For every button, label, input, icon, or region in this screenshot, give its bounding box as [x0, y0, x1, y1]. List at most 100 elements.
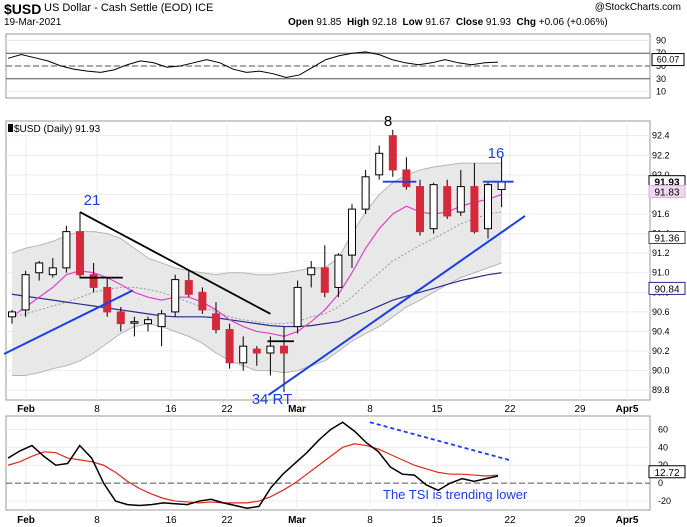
- candle-up: [130, 321, 139, 324]
- price-tick-label: 91.6: [652, 209, 670, 219]
- candle-up: [8, 311, 16, 318]
- price-value-badge: [648, 230, 686, 244]
- annotation-8: 8: [384, 113, 392, 130]
- rsi-line: [7, 51, 499, 79]
- tsi-x-tick-label: 8: [94, 515, 100, 526]
- candle-up: [171, 279, 180, 313]
- candle-down: [89, 274, 98, 288]
- candle-up: [35, 262, 44, 274]
- rsi-value-badge: [651, 53, 685, 67]
- tsi-tick-label: 40: [658, 442, 668, 452]
- bollinger-upper-line: [11, 162, 502, 276]
- candle-up: [62, 231, 71, 269]
- candle-down: [443, 186, 452, 217]
- blue-support-trendline-left: [3, 289, 134, 355]
- price-panel-title: $USD (Daily) 91.93: [14, 124, 101, 135]
- annotation-34-rt: 34 RT: [252, 391, 293, 408]
- candle-down: [416, 186, 424, 233]
- rsi-value-badge-text: 60.07: [657, 55, 680, 65]
- price-tick-label: 90.4: [652, 326, 670, 336]
- price-value-badge: [648, 281, 686, 295]
- price-tick-label: 91.2: [652, 248, 670, 258]
- price-x-tick-label: 22: [221, 404, 233, 415]
- rsi-tick-label: 10: [656, 87, 666, 97]
- price-tick-label: 90.2: [652, 346, 670, 356]
- tsi-signal-line: [7, 443, 499, 504]
- price-legend-swatch: [8, 124, 13, 132]
- tsi-tick-label: 0: [658, 478, 663, 488]
- bollinger-lower-line: [12, 262, 502, 377]
- candle-up: [307, 267, 316, 276]
- tsi-x-tick-label: 29: [574, 515, 586, 526]
- close-value: 91.93: [485, 17, 511, 28]
- tsi-x-tick-label: Feb: [17, 515, 35, 526]
- tsi-panel-frame: [5, 415, 651, 511]
- instrument-description: US Dollar - Cash Settle (EOD) ICE: [44, 2, 214, 14]
- price-x-tick-label: Feb: [17, 404, 35, 415]
- chart-header: $USD US Dollar - Cash Settle (EOD) ICE 1…: [0, 0, 687, 36]
- price-tick-label: 92.4: [652, 131, 670, 141]
- black-resistance-trendline: [79, 211, 271, 315]
- price-tick-label: 90.6: [652, 307, 670, 317]
- price-value-badge-text: 91.93: [654, 178, 679, 189]
- low-label: Low: [402, 17, 423, 28]
- stockcharts-brand: @StockCharts.com: [594, 2, 681, 13]
- candle-down: [225, 329, 234, 364]
- candle-down: [280, 345, 288, 354]
- candle-up: [21, 274, 30, 311]
- candle-up: [157, 313, 166, 328]
- tsi-annotation: The TSI is trending lower: [383, 487, 528, 502]
- candle-down: [116, 311, 125, 325]
- high-label: High: [346, 17, 370, 28]
- candle-up: [144, 319, 152, 325]
- price-tick-label: 90.0: [652, 366, 670, 376]
- tsi-x-tick-label: Mar: [288, 515, 306, 526]
- ticker-symbol: $USD: [4, 1, 42, 17]
- price-tick-label: 92.2: [652, 150, 670, 160]
- candle-down: [388, 135, 397, 171]
- candle-down: [252, 348, 261, 354]
- price-x-tick-label: 8: [367, 404, 373, 415]
- candle-up: [348, 208, 356, 256]
- price-x-tick-label: 22: [504, 404, 516, 415]
- candle-up: [293, 286, 302, 328]
- candle-up: [497, 181, 506, 191]
- tsi-x-tick-label: 22: [221, 515, 233, 526]
- candle-down: [76, 231, 84, 276]
- tsi-value-badge-text: 12.72: [654, 468, 679, 479]
- candle-up: [375, 152, 384, 176]
- price-x-tick-label: Apr5: [616, 404, 639, 415]
- tsi-tick-label: 20: [658, 460, 668, 470]
- candle-down: [198, 291, 207, 311]
- annotation-16: 16: [488, 145, 505, 162]
- tsi-x-tick-label: 8: [367, 515, 373, 526]
- tsi-line: [7, 421, 499, 509]
- tsi-x-tick-label: 16: [165, 515, 177, 526]
- open-value: 91.85: [316, 17, 342, 28]
- annotation-21: 21: [84, 192, 101, 209]
- tsi-x-tick-label: 15: [431, 515, 443, 526]
- price-tick-label: 91.0: [652, 268, 670, 278]
- open-label: Open: [288, 17, 314, 28]
- price-value-badge-text: 91.36: [654, 233, 679, 244]
- tsi-tick-label: 60: [658, 424, 668, 434]
- chg-value: +0.06 (+0.06%): [538, 17, 608, 28]
- candle-down: [402, 169, 411, 188]
- price-x-tick-label: 29: [574, 404, 586, 415]
- candle-up: [484, 184, 492, 230]
- rsi-tick-label: 30: [656, 74, 666, 84]
- tsi-tick-label: -20: [658, 496, 671, 506]
- price-value-badge-text: 90.84: [654, 284, 679, 295]
- price-tick-label: 92.0: [652, 170, 670, 180]
- high-value: 92.18: [371, 17, 397, 28]
- price-tick-label: 89.8: [652, 385, 670, 395]
- candle-down: [470, 186, 479, 233]
- candle-up: [48, 267, 57, 276]
- candle-down: [320, 267, 329, 293]
- tsi-x-tick-label: 22: [504, 515, 516, 526]
- price-x-tick-label: Mar: [288, 404, 306, 415]
- candle-down: [212, 313, 220, 331]
- tsi-value-badge: [648, 465, 686, 479]
- candle-up: [429, 184, 438, 230]
